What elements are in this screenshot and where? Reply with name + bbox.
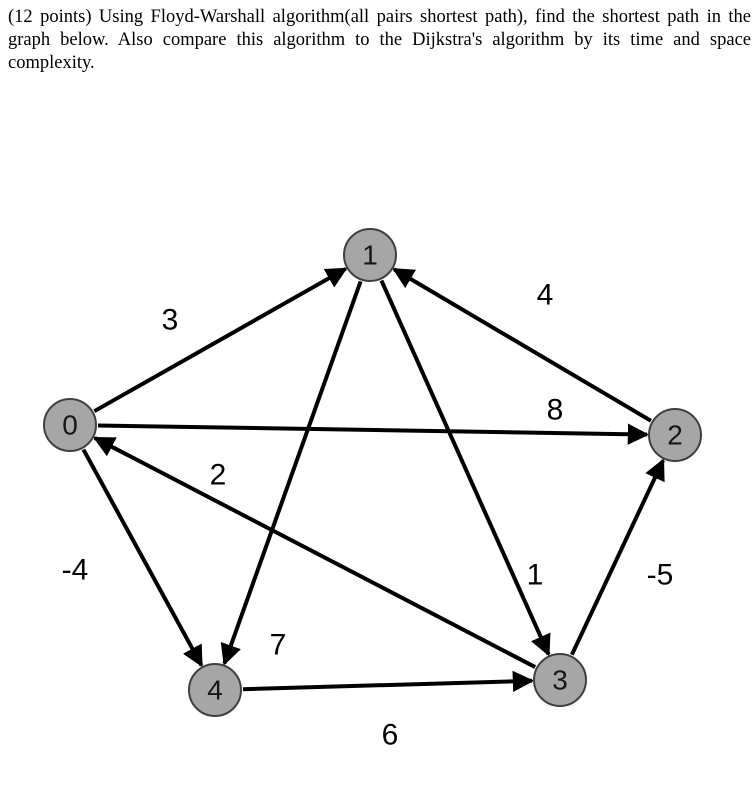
edge-1-4 — [224, 281, 360, 663]
edge-label-1-4: 7 — [270, 629, 287, 662]
graph-diagram: 3 8 -4 7 1 4 -5 2 6 0 1 2 3 4 — [0, 0, 755, 788]
edge-label-3-2: -5 — [647, 559, 674, 592]
edge-0-1 — [94, 269, 345, 411]
nodes-group: 0 1 2 3 4 — [44, 229, 701, 716]
edge-label-4-3: 6 — [382, 719, 399, 752]
node-label-2: 2 — [667, 420, 683, 451]
edge-0-4 — [83, 450, 201, 666]
edge-0-2 — [98, 425, 647, 434]
node-label-4: 4 — [207, 675, 223, 706]
edge-label-3-0: 2 — [210, 459, 227, 492]
edge-3-2 — [572, 460, 663, 654]
node-label-0: 0 — [62, 410, 78, 441]
edge-label-0-1: 3 — [162, 304, 179, 337]
edge-label-0-2: 8 — [547, 394, 564, 427]
edge-label-0-4: -4 — [62, 554, 89, 587]
edge-4-3 — [243, 681, 532, 689]
edge-label-2-1: 4 — [537, 279, 554, 312]
node-label-1: 1 — [362, 240, 378, 271]
node-label-3: 3 — [552, 665, 568, 696]
edge-label-1-3: 1 — [527, 559, 544, 592]
